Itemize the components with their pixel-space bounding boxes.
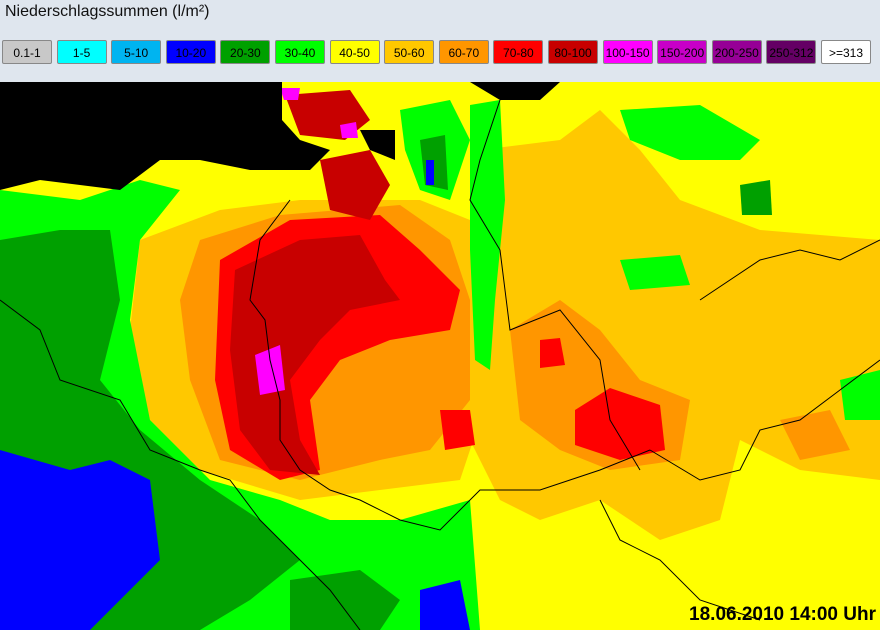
- legend: 0.1-1 1-5 5-10 10-20 20-30 30-40 40-50 50-60 60-…: [2, 40, 880, 66]
- legend-item: 60-70: [438, 40, 489, 64]
- legend-item: 100-150: [602, 40, 653, 64]
- legend-item: 20-30: [220, 40, 271, 64]
- legend-item: 80-100: [548, 40, 598, 64]
- timestamp: 18.06.2010 14:00 Uhr: [689, 604, 876, 625]
- title: Niederschlagssummen (l/m²): [5, 3, 210, 20]
- legend-item: 200-250: [711, 40, 762, 64]
- legend-item: 30-40: [275, 40, 325, 64]
- legend-item: 5-10: [111, 40, 162, 64]
- legend-item: 70-80: [493, 40, 544, 64]
- legend-item: >=313: [821, 40, 871, 64]
- precipitation-map: [0, 82, 880, 630]
- legend-item: 250-312: [766, 40, 817, 64]
- legend-item: 150-200: [657, 40, 708, 64]
- legend-item: 10-20: [165, 40, 216, 64]
- legend-item: 1-5: [56, 40, 107, 64]
- legend-item: 50-60: [384, 40, 435, 64]
- legend-item: 40-50: [329, 40, 380, 64]
- legend-item: 0.1-1: [2, 40, 52, 64]
